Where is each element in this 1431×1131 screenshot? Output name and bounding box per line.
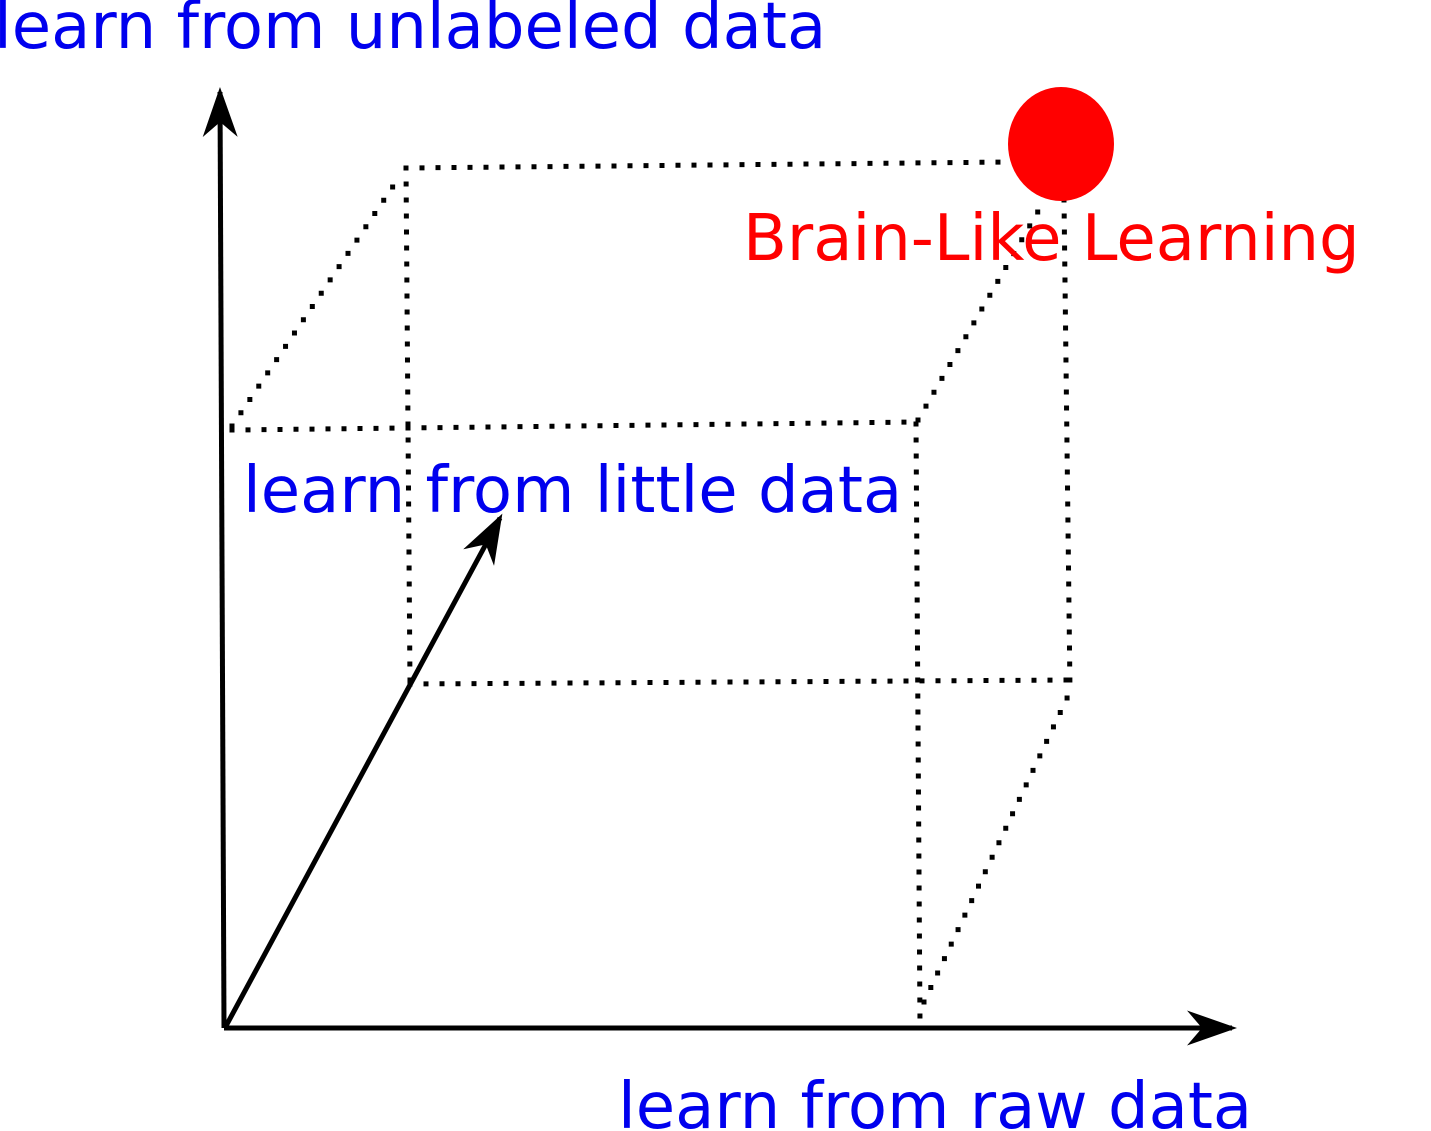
cube-edge-back-top [403,159,1015,171]
depth-axis [223,513,503,1028]
brain-like-learning-point [1008,87,1114,201]
cube-edge-front-right [913,421,923,1027]
cube-edge-front-top [229,419,919,433]
depth-axis-label: learn from little data [243,454,902,528]
cube-edge-top-left-diagonal [228,172,404,430]
vertical-axis [202,87,238,1029]
cube-edge-back-right [1061,197,1073,693]
brain-like-learning-label: Brain-Like Learning [743,202,1360,276]
dotted-cube [228,159,1073,1027]
horizontal-axis-label: learn from raw data [618,1070,1252,1131]
vertical-axis-label: learn from unlabeled data [0,0,826,64]
cube-edge-bottom-right-diagonal [920,692,1072,1006]
cube-edge-back-bottom [407,677,1073,687]
